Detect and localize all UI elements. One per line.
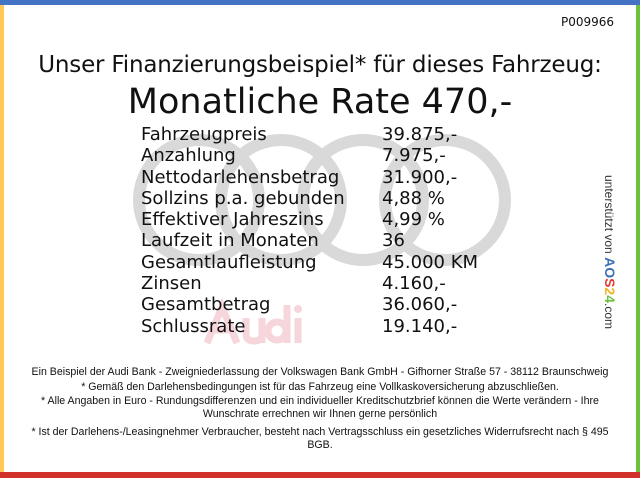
row-label: Nettodarlehensbetrag (141, 166, 340, 188)
reference-code: P009966 (560, 15, 614, 29)
table-row: Anzahlung 7.975,- (141, 145, 478, 166)
top-border (0, 0, 640, 5)
table-row: Gesamtlaufleistung 45.000 KM (141, 252, 478, 273)
row-value: 45.000 KM (382, 251, 479, 273)
row-label: Anzahlung (141, 145, 236, 167)
row-value: 4,99 % (382, 209, 445, 231)
footer-line: * Ist der Darlehens-/Leasingnehmer Verbr… (31, 426, 609, 451)
table-row: Gesamtbetrag 36.060,- (141, 294, 478, 315)
table-row: Sollzins p.a. gebunden 4,88 % (141, 188, 478, 209)
left-border (0, 5, 4, 472)
row-value: 19.140,- (382, 315, 458, 337)
subtitle: Unser Finanzierungsbeispiel* für dieses … (38, 52, 602, 78)
table-row: Laufzeit in Monaten 36 (141, 230, 478, 251)
row-label: Zinsen (141, 273, 202, 295)
finance-table: Fahrzeugpreis 39.875,- Anzahlung 7.975,- Net… (141, 124, 478, 337)
audi-watermark-lettering (203, 297, 302, 345)
right-border (636, 5, 640, 472)
footer-line: Ein Beispiel der Audi Bank - Zweignieder… (31, 366, 609, 378)
row-value: 7.975,- (382, 145, 446, 167)
ring (215, 134, 347, 266)
row-label: Fahrzeugpreis (141, 124, 267, 145)
row-label: Sollzins p.a. gebunden (141, 187, 345, 209)
row-label: Schlussrate (141, 315, 246, 337)
credit-prefix: unterstützt von (602, 175, 616, 254)
bottom-border (0, 472, 640, 478)
footer-line: * Gemäß den Darlehensbedingungen ist für… (81, 380, 559, 393)
row-label: Effektiver Jahreszins (141, 209, 324, 231)
headline: Monatliche Rate 470,- (127, 82, 513, 122)
credit-suffix: .com (602, 303, 616, 330)
table-row: Effektiver Jahreszins 4,99 % (141, 209, 478, 230)
table-row: Schlussrate 19.140,- (141, 316, 478, 337)
ring (133, 134, 265, 266)
aos24-logo: AOS24 (602, 257, 618, 304)
footer-line: * Alle Angaben in Euro - Rundungsdiffere… (41, 395, 599, 420)
ring (379, 134, 511, 266)
row-label: Gesamtbetrag (141, 294, 271, 316)
row-value: 39.875,- (382, 124, 458, 145)
ring (297, 134, 429, 266)
table-row: Zinsen 4.160,- (141, 273, 478, 294)
table-row: Nettodarlehensbetrag 31.900,- (141, 167, 478, 188)
row-value: 4,88 % (382, 187, 445, 209)
row-value: 36.060,- (382, 294, 458, 316)
row-value: 31.900,- (382, 166, 458, 188)
row-value: 4.160,- (382, 273, 446, 295)
row-value: 36 (382, 230, 405, 252)
row-label: Laufzeit in Monaten (141, 230, 319, 252)
side-credit: unterstützt von AOS24.com (602, 175, 618, 329)
table-row: Fahrzeugpreis 39.875,- (141, 124, 478, 145)
row-label: Gesamtlaufleistung (141, 251, 317, 273)
footer-disclaimer: Ein Beispiel der Audi Bank - Zweignieder… (30, 366, 610, 453)
